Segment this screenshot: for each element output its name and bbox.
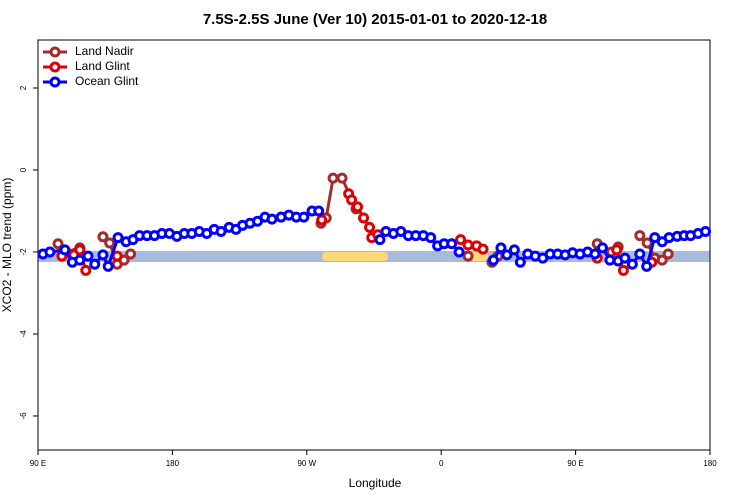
data-point [508,244,520,256]
x-axis-label: Longitude [349,476,402,490]
legend-label: Land Nadir [75,44,134,58]
data-point [97,249,109,261]
data-point [641,260,653,272]
data-point [501,249,513,261]
data-point [700,225,712,237]
data-point [59,244,71,256]
data-point [611,244,623,256]
data-point [89,258,101,270]
data-point [462,239,474,251]
data-point [617,264,629,276]
y-tick-label: -2 [19,248,28,256]
data-point [313,205,325,217]
data-point [102,260,114,272]
data-point [74,244,86,256]
data-point [352,201,364,213]
x-tick-label: 180 [703,459,717,468]
data-point [662,248,674,260]
x-tick-label: 90 E [567,459,583,468]
plot-frame [37,39,711,451]
data-point [316,214,328,226]
y-tick-label: -4 [19,330,28,338]
data-point [634,248,646,260]
data-point [364,221,376,233]
data-point [125,248,137,260]
legend-marker [49,76,61,88]
data-point [495,242,507,254]
data-point [487,254,499,266]
legend-label: Ocean Glint [75,74,139,88]
data-point [446,238,458,250]
data-point [596,242,608,254]
data-point [462,250,474,262]
data-point [327,172,339,184]
data-point [298,211,310,223]
legend-marker [49,61,61,73]
data-point [477,243,489,255]
x-tick-label: 90 E [30,459,46,468]
y-tick-label: 0 [19,167,28,172]
y-axis-label: XCO2 - MLO trend (ppm) [0,178,14,313]
data-point [346,194,358,206]
highlight-band [322,252,388,261]
data-point [74,254,86,266]
legend-marker [49,46,61,58]
data-point [425,232,437,244]
x-tick-label: 0 [439,459,444,468]
data-point [266,213,278,225]
data-point [589,248,601,260]
data-point [97,231,109,243]
data-point [112,232,124,244]
data-point [111,250,123,262]
data-point [44,246,56,258]
data-point [358,212,370,224]
data-point [52,238,64,250]
data-point [215,225,227,237]
data-point [374,234,386,246]
y-tick-label: 2 [19,85,28,90]
data-point [82,250,94,262]
x-tick-label: 180 [166,459,180,468]
data-point [656,254,668,266]
data-point [455,234,467,246]
data-point [80,264,92,276]
data-point [626,258,638,270]
y-tick-label: -6 [19,412,28,420]
data-point [619,252,631,264]
data-point [641,237,653,249]
data-point [104,237,116,249]
data-point [453,246,465,258]
data-point [514,256,526,268]
chart-title: 7.5S-2.5S June (Ver 10) 2015-01-01 to 20… [203,11,547,28]
data-point [634,230,646,242]
x-tick-label: 90 W [297,459,316,468]
legend-label: Land Glint [75,59,130,73]
data-point [336,172,348,184]
